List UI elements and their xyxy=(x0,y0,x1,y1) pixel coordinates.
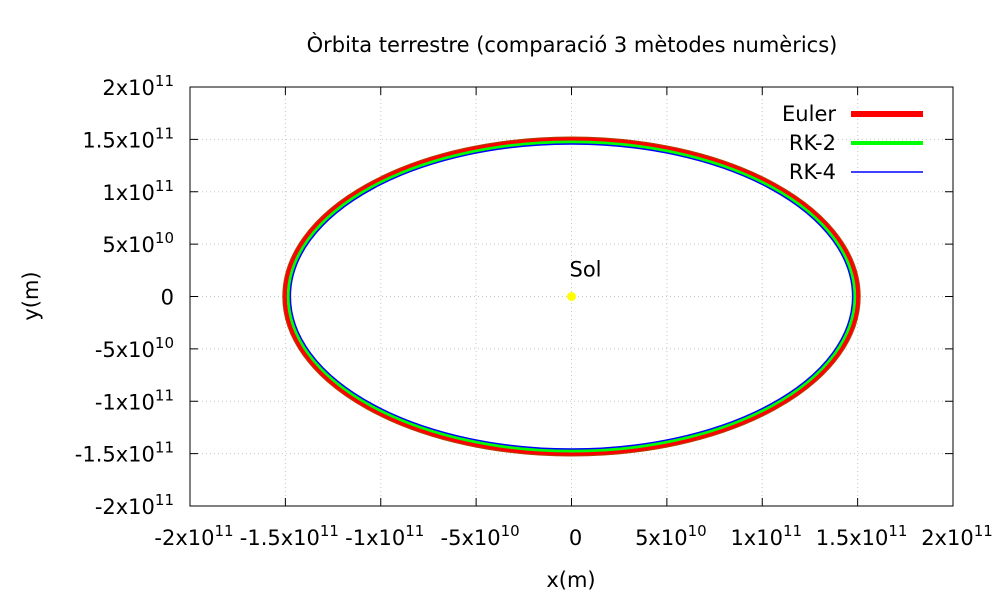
x-tick-label: 5x1010 xyxy=(635,522,707,550)
annotations: Sol xyxy=(567,258,602,301)
orbit-euler-edge xyxy=(282,136,861,457)
x-tick-label: 0 xyxy=(569,526,582,550)
y-tick-label: 1.5x1011 xyxy=(82,124,174,152)
orbit-euler xyxy=(282,137,861,456)
orbit-rk-2 xyxy=(286,140,857,453)
sun-label: Sol xyxy=(570,258,602,282)
y-tick-label: -1.5x1011 xyxy=(75,439,174,467)
orbit-series xyxy=(282,136,861,457)
y-tick-label: -1x1011 xyxy=(95,386,174,414)
x-tick-label: 2x1011 xyxy=(921,522,993,550)
sun-marker xyxy=(567,292,576,301)
orbit-rk-4 xyxy=(289,143,854,450)
y-tick-label: -2x1011 xyxy=(95,491,174,519)
y-tick-label: 2x1011 xyxy=(102,72,174,100)
legend-label: RK-2 xyxy=(789,131,836,155)
legend-label: RK-4 xyxy=(789,160,836,184)
x-tick-label: -2x1011 xyxy=(154,522,233,550)
legend: Euler RK-2 RK-4 xyxy=(782,102,923,184)
y-axis-label: y(m) xyxy=(19,271,43,320)
x-tick-label: 1.5x1011 xyxy=(816,522,908,550)
chart-title: Òrbita terrestre (comparació 3 mètodes n… xyxy=(307,32,838,57)
tick-marks xyxy=(189,86,954,507)
y-tick-label: 0 xyxy=(161,286,174,310)
x-axis-label: x(m) xyxy=(546,568,595,592)
y-tick-label: 1x1011 xyxy=(102,177,174,205)
x-tick-label: -1.5x1011 xyxy=(240,522,339,550)
x-tick-label: -1x1011 xyxy=(345,522,424,550)
x-tick-labels: -2x1011 -1.5x1011 -1x1011 -5x1010 0 5x1010 1x1… xyxy=(154,522,992,550)
x-tick-label: 1x1011 xyxy=(730,522,802,550)
y-tick-labels: 2x1011 1.5x1011 1x1011 5x1010 0 -5x1010 -1x101… xyxy=(75,72,174,519)
x-tick-label: -5x1010 xyxy=(441,522,520,550)
legend-label: Euler xyxy=(782,102,836,126)
y-tick-label: 5x1010 xyxy=(102,229,174,257)
y-tick-label: -5x1010 xyxy=(95,334,174,362)
